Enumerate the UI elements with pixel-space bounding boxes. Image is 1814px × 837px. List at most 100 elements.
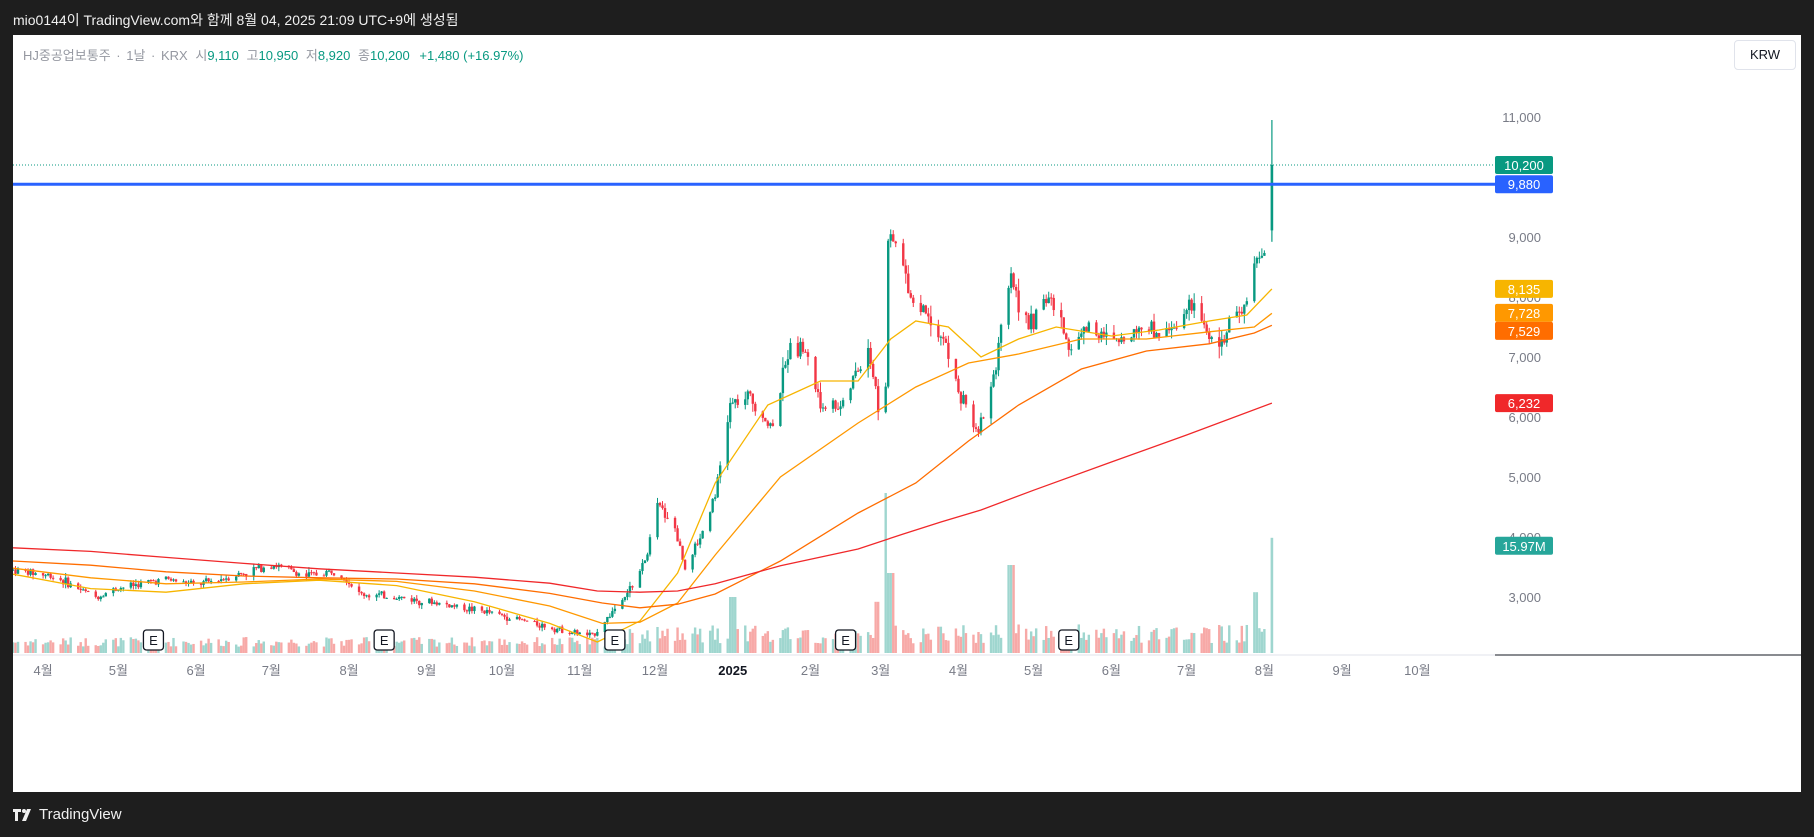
candle-body [586, 632, 589, 636]
volume-bar [16, 641, 20, 653]
price-axis-labels: 10,200 9,880 8,135 7,728 7,529 6,232 15.97M [1495, 156, 1553, 555]
time-tick-label: 2월 [801, 663, 820, 678]
currency-button[interactable]: KRW [1734, 40, 1796, 70]
volume-bar [586, 637, 589, 653]
candle-body [884, 386, 887, 413]
volume-bar [280, 642, 283, 653]
volume-bar [1185, 639, 1188, 653]
volume-bar [1014, 633, 1018, 653]
volume-bar [202, 645, 205, 653]
candle-body [771, 423, 775, 426]
candle-body [691, 554, 694, 570]
volume-bar [1112, 633, 1116, 653]
candle-body [924, 305, 928, 314]
candle-body [1225, 332, 1228, 343]
candle-body [342, 578, 346, 580]
volume-bar [1012, 565, 1015, 653]
volume-bar [907, 633, 910, 653]
candle-body [1034, 309, 1038, 330]
volume-bar [1225, 642, 1228, 653]
candle-body [718, 465, 722, 478]
candle-body [1200, 303, 1203, 321]
volume-bar [535, 637, 539, 653]
volume-bar [806, 630, 810, 653]
volume-bar [305, 645, 308, 653]
volume-bar [964, 633, 968, 653]
candle-body [1165, 328, 1168, 337]
earnings-event-marker: E [142, 629, 165, 651]
candle-body [854, 370, 857, 377]
volume-bar [420, 643, 423, 653]
volume-bar [646, 630, 649, 653]
candle-body [310, 572, 313, 574]
volume-bar [1245, 624, 1249, 653]
candle-body [290, 567, 293, 570]
candle-body [1042, 298, 1045, 310]
volume-bar [751, 628, 754, 653]
candle-body [588, 632, 591, 636]
tradingview-brand[interactable]: TradingView [13, 806, 122, 823]
candle-body [1120, 337, 1123, 343]
volume-bar [480, 641, 484, 653]
candle-body [942, 336, 945, 339]
volume-bar [433, 639, 436, 653]
earnings-event-marker: E [604, 629, 626, 651]
volume-bar [576, 640, 579, 653]
candle-body [392, 597, 396, 600]
volume-bar [1228, 625, 1231, 653]
candle-body [360, 591, 363, 594]
volume-bar [902, 630, 905, 653]
volume-bar [49, 640, 52, 653]
volume-bar [403, 640, 406, 653]
volume-bar [1187, 639, 1191, 653]
candle-body [1047, 297, 1050, 304]
legend-symbol[interactable]: HJ중공업보통주 [23, 48, 111, 63]
chart-panel[interactable]: 3,0004,0005,0006,0007,0008,0009,00011,00… [13, 35, 1801, 792]
candle-body [134, 584, 138, 586]
candle-body [623, 597, 627, 601]
volume-bar [673, 640, 677, 653]
candle-body [245, 573, 248, 576]
candle-body [473, 606, 476, 612]
candle-body [1258, 257, 1261, 259]
candle-body [871, 363, 875, 378]
volume-bar [979, 634, 983, 653]
volume-bar [588, 644, 591, 653]
volume-bar [463, 642, 466, 653]
volume-bar [392, 645, 396, 653]
candle-body [638, 570, 642, 588]
earnings-event-letter: E [149, 633, 158, 648]
candle-body [207, 578, 210, 582]
volume-bar [1263, 629, 1266, 653]
candle-body [448, 604, 451, 608]
candle-body [937, 325, 940, 338]
price-chart[interactable]: 3,0004,0005,0006,0007,0008,0009,00011,00… [13, 35, 1801, 792]
volume-bar [729, 597, 732, 653]
volume-bar [641, 634, 644, 653]
volume-bar [82, 646, 85, 653]
volume-bar [764, 633, 767, 653]
candle-body [523, 619, 526, 621]
volume-bar [856, 633, 860, 653]
volume-bar [1130, 640, 1133, 653]
candle-body [535, 621, 539, 626]
candle-body [769, 423, 772, 426]
volume-bar [455, 645, 459, 653]
price-tick-label: 3,000 [1508, 590, 1541, 605]
volume-bar [41, 644, 45, 653]
volume-bar [445, 643, 449, 653]
candle-body [445, 602, 449, 605]
brand-name: TradingView [39, 806, 122, 823]
candle-body [325, 570, 328, 576]
volume-bar [1165, 637, 1168, 653]
volume-bar [972, 634, 975, 653]
candle-body [518, 616, 521, 620]
candle-body [64, 577, 67, 585]
candle-body [573, 630, 576, 633]
volume-bar [561, 644, 564, 653]
candle-body [1240, 311, 1244, 314]
volume-bar [666, 628, 669, 653]
candle-body [227, 578, 230, 581]
volume-bar [483, 640, 486, 653]
time-tick-label: 10월 [1404, 663, 1430, 678]
